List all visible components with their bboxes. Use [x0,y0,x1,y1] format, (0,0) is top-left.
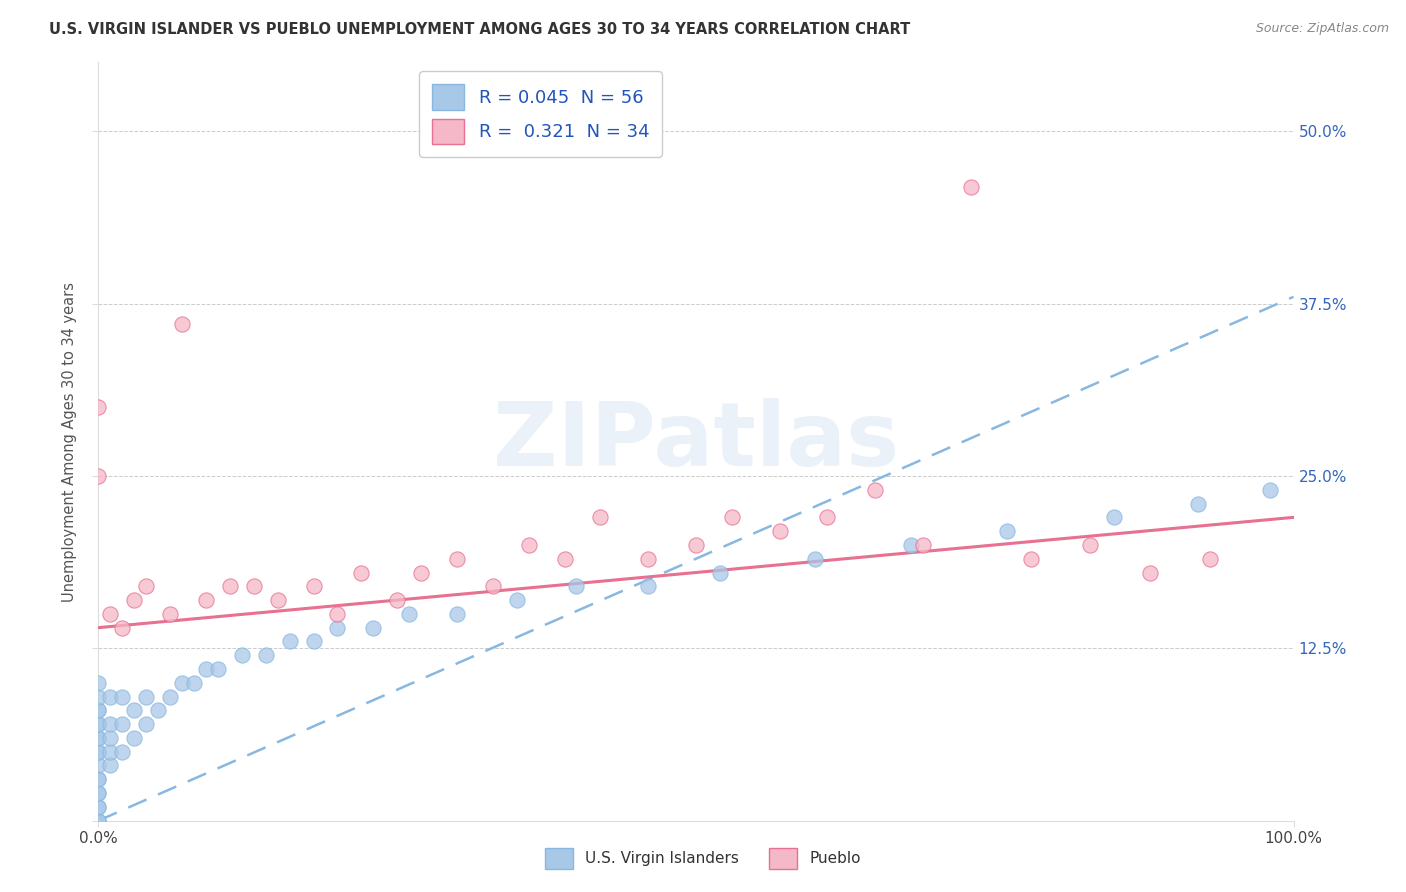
Point [87,717,110,731]
Point [254,648,277,663]
Point [565,579,588,593]
Point [172,318,194,332]
Point [865,483,887,497]
Point [111,745,134,759]
Point [685,538,707,552]
Point [350,566,373,580]
Point [98,607,122,621]
Point [87,703,110,717]
Point [637,579,659,593]
Point [87,786,110,800]
Point [721,510,744,524]
Point [278,634,301,648]
Point [326,621,349,635]
Text: U.S. VIRGIN ISLANDER VS PUEBLO UNEMPLOYMENT AMONG AGES 30 TO 34 YEARS CORRELATIO: U.S. VIRGIN ISLANDER VS PUEBLO UNEMPLOYM… [49,22,911,37]
Point [111,690,134,704]
Y-axis label: Unemployment Among Ages 30 to 34 years: Unemployment Among Ages 30 to 34 years [62,282,77,601]
Point [124,593,146,607]
Point [87,745,110,759]
Point [98,745,122,759]
Point [148,703,170,717]
Point [446,607,468,621]
Legend: U.S. Virgin Islanders, Pueblo: U.S. Virgin Islanders, Pueblo [540,841,866,875]
Point [709,566,731,580]
Point [87,731,110,745]
Point [87,786,110,800]
Point [1080,538,1102,552]
Point [98,690,122,704]
Point [87,772,110,787]
Point [231,648,253,663]
Point [87,469,110,483]
Point [87,731,110,745]
Point [87,758,110,772]
Point [1199,551,1222,566]
Point [768,524,790,538]
Point [87,814,110,828]
Text: Source: ZipAtlas.com: Source: ZipAtlas.com [1256,22,1389,36]
Point [98,717,122,731]
Point [302,634,325,648]
Point [111,621,134,635]
Point [183,675,205,690]
Point [195,593,218,607]
Point [98,758,122,772]
Point [135,717,157,731]
Point [172,675,194,690]
Point [87,814,110,828]
Point [219,579,242,593]
Point [960,179,983,194]
Point [111,717,134,731]
Point [87,675,110,690]
Point [398,607,420,621]
Point [87,690,110,704]
Point [135,579,157,593]
Point [637,551,659,566]
Point [98,731,122,745]
Point [554,551,576,566]
Point [481,579,505,593]
Point [159,607,181,621]
Point [87,703,110,717]
Legend: R = 0.045  N = 56, R =  0.321  N = 34: R = 0.045 N = 56, R = 0.321 N = 34 [419,71,662,157]
Point [1019,551,1042,566]
Point [589,510,612,524]
Point [87,745,110,759]
Point [900,538,922,552]
Point [1187,497,1209,511]
Point [506,593,529,607]
Point [1139,566,1161,580]
Point [207,662,229,676]
Point [326,607,349,621]
Point [243,579,266,593]
Point [135,690,157,704]
Point [87,717,110,731]
Point [446,551,468,566]
Point [124,731,146,745]
Point [411,566,433,580]
Point [302,579,325,593]
Point [911,538,934,552]
Point [195,662,218,676]
Point [87,400,110,414]
Point [159,690,181,704]
Point [995,524,1018,538]
Point [1104,510,1126,524]
Point [87,800,110,814]
Point [815,510,838,524]
Point [87,800,110,814]
Point [517,538,540,552]
Point [804,551,827,566]
Point [87,814,110,828]
Point [267,593,290,607]
Point [1258,483,1281,497]
Text: ZIPatlas: ZIPatlas [494,398,898,485]
Point [385,593,409,607]
Point [124,703,146,717]
Point [87,772,110,787]
Point [363,621,385,635]
